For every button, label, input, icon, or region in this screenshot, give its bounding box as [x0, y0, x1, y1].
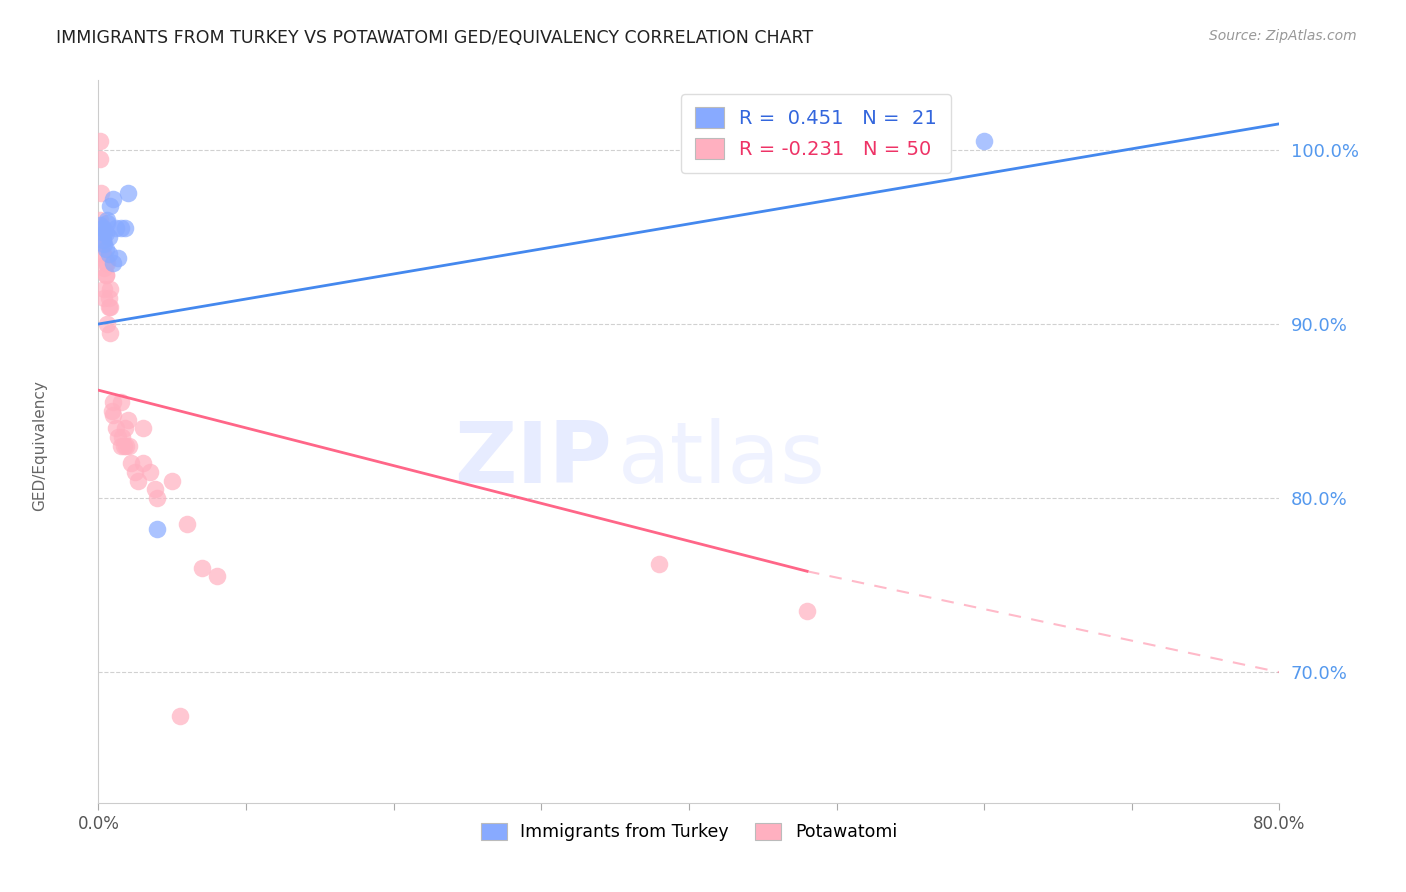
- Point: [115, 439, 138, 453]
- Point: [91, 234, 114, 248]
- Point: [89, 218, 111, 232]
- Point: [91, 234, 114, 248]
- Point: [93, 291, 115, 305]
- Point: [94, 268, 117, 283]
- Point: [94, 256, 117, 270]
- Point: [118, 439, 141, 453]
- Point: [96, 256, 118, 270]
- Point: [103, 395, 125, 409]
- Point: [105, 221, 128, 235]
- Text: Source: ZipAtlas.com: Source: ZipAtlas.com: [1209, 29, 1357, 44]
- Point: [91, 247, 114, 261]
- Point: [97, 300, 120, 314]
- Point: [162, 474, 183, 488]
- Point: [176, 517, 198, 532]
- Point: [127, 474, 149, 488]
- Point: [796, 604, 818, 618]
- Point: [96, 317, 118, 331]
- Point: [96, 216, 118, 230]
- Point: [103, 408, 125, 422]
- Point: [93, 261, 115, 276]
- Point: [90, 221, 112, 235]
- Point: [98, 300, 121, 314]
- Point: [100, 404, 122, 418]
- Point: [107, 430, 129, 444]
- Point: [98, 199, 121, 213]
- Point: [98, 326, 121, 340]
- Point: [973, 134, 995, 148]
- Point: [132, 421, 155, 435]
- Point: [114, 421, 136, 435]
- Text: ZIP: ZIP: [454, 418, 612, 501]
- Point: [103, 256, 125, 270]
- Point: [114, 221, 136, 235]
- Point: [139, 465, 162, 479]
- Point: [205, 569, 228, 583]
- Point: [89, 152, 111, 166]
- Text: GED/Equivalency: GED/Equivalency: [32, 381, 46, 511]
- Point: [117, 413, 139, 427]
- Point: [146, 491, 169, 505]
- Point: [191, 561, 214, 575]
- Point: [91, 221, 114, 235]
- Legend: Immigrants from Turkey, Potawatomi: Immigrants from Turkey, Potawatomi: [474, 815, 904, 848]
- Point: [110, 221, 132, 235]
- Point: [146, 523, 169, 537]
- Point: [96, 212, 118, 227]
- Point: [120, 456, 142, 470]
- Point: [97, 230, 120, 244]
- Text: atlas: atlas: [619, 418, 827, 501]
- Point: [93, 282, 115, 296]
- Point: [110, 439, 132, 453]
- Point: [97, 247, 120, 261]
- Point: [112, 439, 135, 453]
- Point: [105, 421, 128, 435]
- Point: [103, 192, 125, 206]
- Point: [110, 395, 132, 409]
- Point: [93, 236, 115, 251]
- Point: [117, 186, 139, 201]
- Point: [94, 227, 117, 241]
- Text: IMMIGRANTS FROM TURKEY VS POTAWATOMI GED/EQUIVALENCY CORRELATION CHART: IMMIGRANTS FROM TURKEY VS POTAWATOMI GED…: [56, 29, 813, 47]
- Point: [93, 227, 115, 241]
- Point: [94, 268, 117, 283]
- Point: [169, 708, 191, 723]
- Point: [111, 430, 134, 444]
- Point: [98, 282, 121, 296]
- Point: [89, 134, 111, 148]
- Point: [94, 242, 117, 256]
- Point: [90, 186, 112, 201]
- Point: [91, 247, 114, 261]
- Point: [648, 558, 671, 572]
- Point: [89, 212, 111, 227]
- Point: [124, 465, 146, 479]
- Point: [107, 251, 129, 265]
- Point: [132, 456, 155, 470]
- Point: [143, 483, 166, 497]
- Point: [90, 234, 112, 248]
- Point: [97, 291, 120, 305]
